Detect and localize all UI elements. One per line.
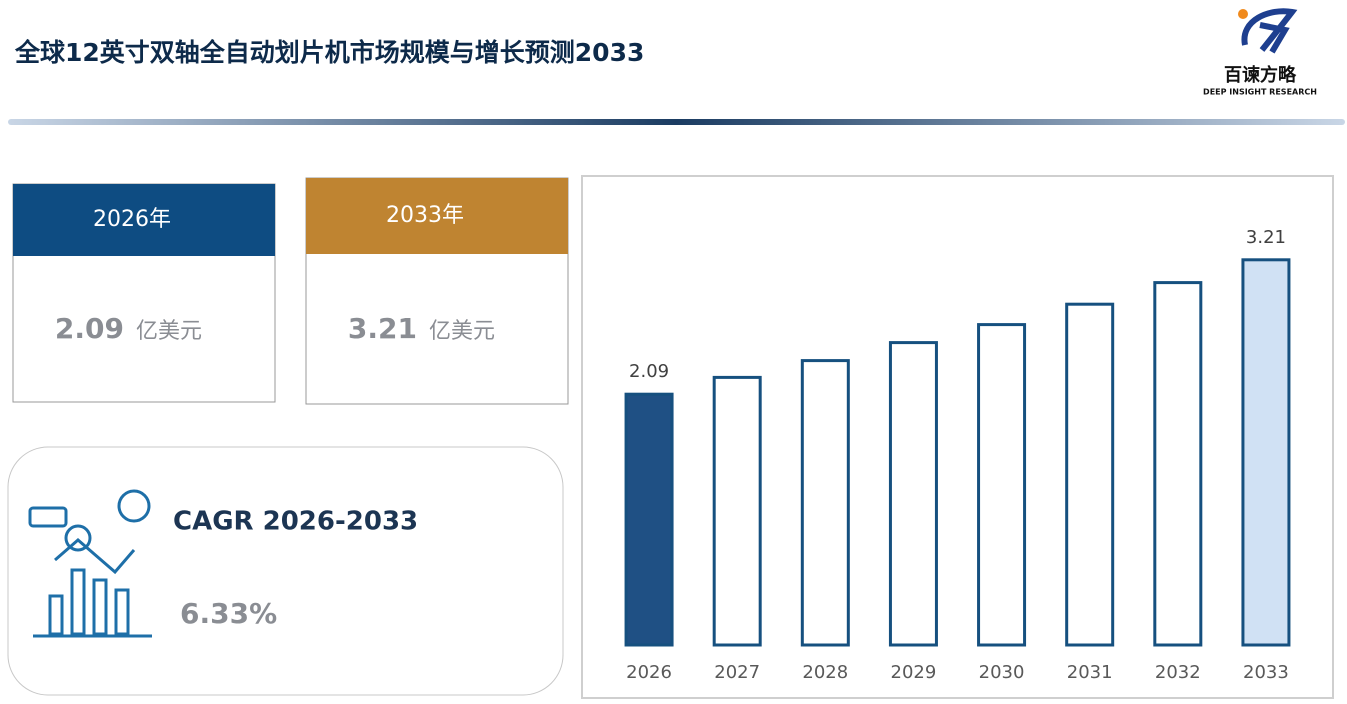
chart-frame [581, 175, 1334, 699]
value-label: 2.09 [629, 361, 669, 382]
card-unit: 亿美元 [136, 319, 202, 344]
value-label: 3.21 [1246, 227, 1286, 248]
bar [800, 359, 850, 647]
bar [624, 392, 674, 647]
logo-mark [1241, 8, 1298, 54]
card-value: 2.09 [55, 312, 124, 345]
bar [1065, 302, 1115, 647]
logo-dot [1238, 9, 1248, 19]
bar [1241, 258, 1291, 647]
bar [1153, 281, 1203, 647]
x-tick-label: 2032 [1155, 662, 1201, 683]
bar [888, 341, 938, 647]
card-header [13, 184, 275, 256]
x-tick-label: 2027 [714, 662, 760, 683]
x-tick-label: 2029 [891, 662, 937, 683]
cagr-card [7, 446, 564, 696]
x-tick-label: 2026 [626, 662, 672, 683]
card-year: 2033年 [386, 203, 464, 228]
card-unit: 亿美元 [429, 319, 495, 344]
logo: 百谏方略 DEEP INSIGHT RESEARCH [1203, 8, 1317, 97]
cagr-label: CAGR 2026-2033 [173, 507, 418, 537]
page-title: 全球12英寸双轴全自动划片机市场规模与增长预测2033 [14, 38, 644, 67]
x-tick-label: 2030 [979, 662, 1025, 683]
x-tick-label: 2033 [1243, 662, 1289, 683]
cagr-value: 6.33% [180, 597, 277, 630]
cagr-icon [28, 489, 152, 638]
x-tick-label: 2031 [1067, 662, 1113, 683]
bar [712, 375, 762, 647]
card-value: 3.21 [348, 312, 417, 345]
divider [8, 119, 1345, 125]
card-header [306, 178, 568, 254]
x-tick-label: 2028 [802, 662, 848, 683]
bar [977, 323, 1027, 647]
logo-en: DEEP INSIGHT RESEARCH [1203, 88, 1317, 97]
card-year: 2026年 [93, 207, 171, 232]
logo-cn: 百谏方略 [1224, 64, 1297, 86]
